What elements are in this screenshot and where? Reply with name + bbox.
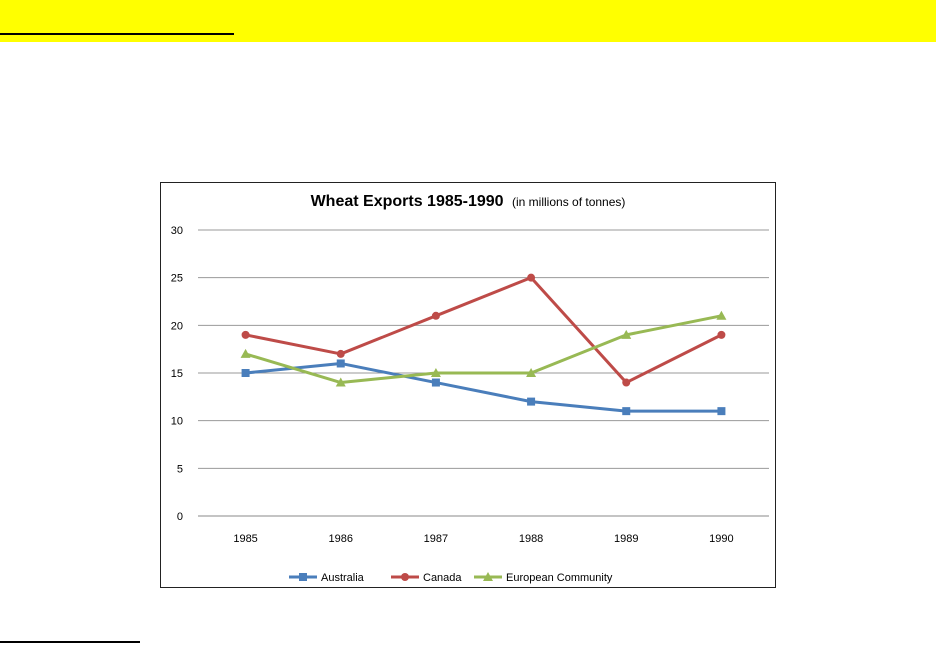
legend-label: Canada [423, 572, 462, 584]
y-tick-label: 15 [171, 368, 183, 380]
data-point-european-community [526, 368, 537, 377]
chart-title: Wheat Exports 1985-1990 (in millions of … [311, 193, 626, 210]
y-tick-label: 20 [171, 320, 183, 332]
legend-marker [299, 573, 307, 581]
legend-label: Australia [321, 572, 365, 584]
data-point-canada [336, 349, 345, 358]
top-banner [0, 0, 936, 42]
chart-frame: Wheat Exports 1985-1990 (in millions of … [160, 182, 776, 588]
data-point-australia [527, 397, 536, 406]
data-point-australia [431, 378, 440, 387]
data-point-canada [622, 378, 631, 387]
legend-item-canada: Canada [391, 572, 462, 584]
y-tick-label: 30 [171, 225, 183, 237]
series-line-european-community [245, 314, 722, 385]
series-layer [240, 273, 727, 416]
data-point-european-community [240, 348, 251, 358]
x-tick-label: 1987 [424, 533, 448, 545]
data-point-european-community [430, 368, 441, 377]
data-point-european-community [716, 310, 727, 320]
series-canada [241, 273, 726, 387]
data-point-canada [527, 273, 536, 282]
x-tick-label: 1988 [519, 533, 543, 545]
y-tick-label: 0 [177, 511, 183, 523]
x-tick-label: 1986 [329, 533, 353, 545]
x-tick-label: 1985 [233, 533, 257, 545]
series-european-community [240, 310, 727, 387]
x-tick-labels: 1985 1986 1987 1988 1989 1990 [233, 533, 733, 545]
legend-marker [401, 573, 409, 581]
legend-marker [483, 572, 493, 581]
data-point-european-community [335, 377, 346, 387]
series-australia [241, 359, 726, 416]
data-point-australia [717, 407, 726, 416]
chart-title-sub: (in millions of tonnes) [512, 195, 625, 209]
x-tick-label: 1990 [709, 533, 733, 545]
series-line-australia [245, 361, 722, 413]
y-tick-labels: 0 5 10 15 20 25 30 [171, 225, 183, 523]
bottom-rule [0, 641, 140, 643]
data-point-canada [241, 330, 250, 339]
legend-label: European Community [506, 572, 613, 584]
series-line-canada [245, 276, 723, 385]
legend: Australia Canada European Community [289, 572, 613, 584]
data-point-australia [241, 369, 250, 377]
wheat-exports-chart: Wheat Exports 1985-1990 (in millions of … [171, 193, 769, 584]
x-tick-label: 1989 [614, 533, 638, 545]
legend-item-australia: Australia [289, 572, 365, 584]
y-tick-label: 5 [177, 463, 183, 475]
y-tick-label: 10 [171, 416, 183, 428]
data-point-canada [717, 330, 726, 339]
chart-title-main: Wheat Exports 1985-1990 [311, 193, 504, 210]
data-point-european-community [621, 329, 632, 339]
y-tick-label: 25 [171, 273, 183, 285]
data-point-australia [336, 359, 345, 368]
legend-item-european-community: European Community [474, 572, 613, 584]
grid-layer [198, 229, 769, 517]
banner-underline [0, 33, 234, 35]
data-point-canada [431, 311, 440, 320]
data-point-australia [622, 407, 631, 416]
